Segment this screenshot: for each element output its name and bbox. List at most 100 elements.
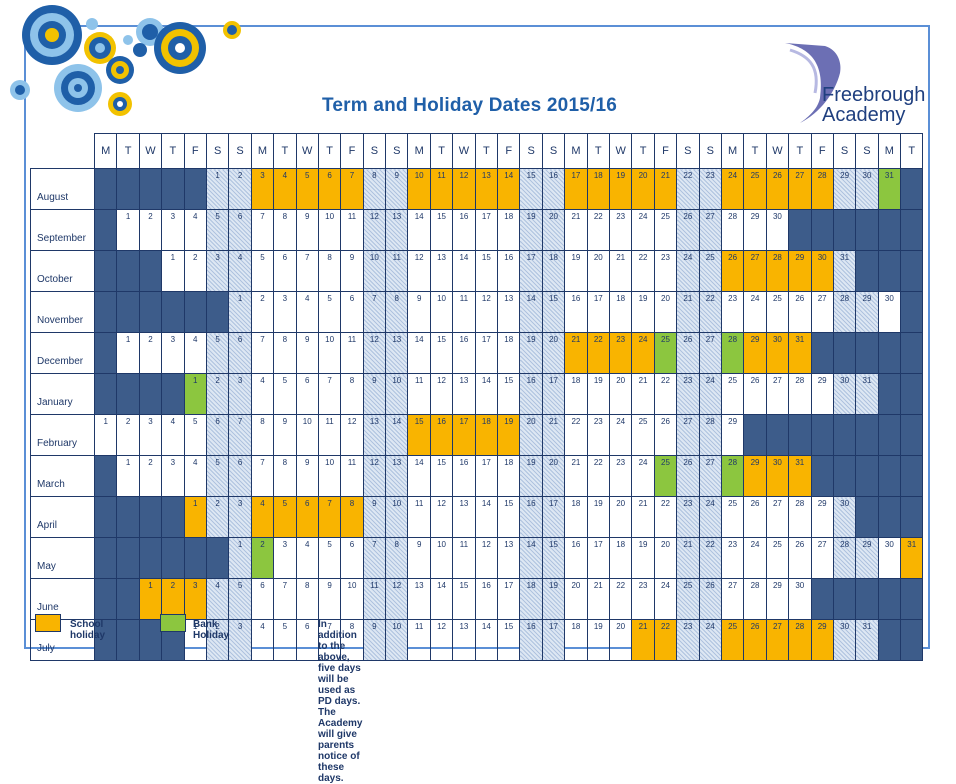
school-holiday-label: School holiday <box>70 619 106 641</box>
logo-subname: Academy <box>822 104 906 126</box>
day-cell: 7 <box>317 373 342 415</box>
day-cell: 22 <box>676 168 700 210</box>
day-cell: 25 <box>631 414 655 456</box>
month-row: March 1 2 3 4 5 6 7 8 9 10 11 12 13 14 15 16 17 18 19 20 21 22… <box>30 455 924 497</box>
weekday-header: T <box>900 133 924 169</box>
bank-holiday-label: Bank Holiday <box>193 619 230 641</box>
month-row: October 1 2 3 4 5 6 7 8 9 10 11 12 13 14 15 16 17 18 19 20 21… <box>30 250 924 292</box>
day-cell: 7 <box>250 209 275 251</box>
day-cell: 27 <box>698 455 722 497</box>
empty-cell <box>93 373 118 415</box>
day-cell: 7 <box>340 168 364 210</box>
day-cell: 1 <box>183 373 207 415</box>
day-cell: 8 <box>273 332 297 374</box>
day-cell: 15 <box>519 168 543 210</box>
day-cell: 4 <box>228 250 252 292</box>
day-cell: 5 <box>273 496 297 538</box>
day-cell: 8 <box>362 168 387 210</box>
day-cell: 10 <box>317 209 342 251</box>
day-cell: 15 <box>497 373 521 415</box>
day-cell: 22 <box>631 250 655 292</box>
weekday-header: S <box>205 133 230 169</box>
day-cell: 24 <box>698 496 722 538</box>
day-cell: 1 <box>116 455 140 497</box>
day-cell: 4 <box>250 496 275 538</box>
weekday-header: W <box>765 133 790 169</box>
day-cell: 30 <box>832 496 857 538</box>
day-cell: 1 <box>161 250 185 292</box>
day-cell: 19 <box>541 578 566 620</box>
day-cell: 9 <box>407 291 431 333</box>
day-cell: 26 <box>743 619 767 661</box>
empty-cell <box>855 578 879 620</box>
day-cell: 16 <box>564 537 588 579</box>
day-cell: 9 <box>295 455 319 497</box>
day-cell: 14 <box>474 496 499 538</box>
day-cell: 20 <box>541 332 566 374</box>
day-cell: 3 <box>161 209 185 251</box>
day-cell: 31 <box>855 373 879 415</box>
day-cell: 9 <box>385 168 409 210</box>
day-cell: 17 <box>564 168 588 210</box>
day-cell: 8 <box>385 291 409 333</box>
day-cell: 27 <box>765 373 790 415</box>
empty-cell <box>855 496 879 538</box>
day-cell: 5 <box>205 209 230 251</box>
day-cell: 16 <box>519 619 543 661</box>
empty-cell <box>810 332 834 374</box>
day-cell: 28 <box>698 414 722 456</box>
day-cell: 18 <box>564 373 588 415</box>
day-cell: 20 <box>631 168 655 210</box>
day-cell: 2 <box>183 250 207 292</box>
day-cell: 9 <box>362 619 387 661</box>
weekday-header: M <box>93 133 118 169</box>
weekday-header: S <box>698 133 722 169</box>
day-cell: 29 <box>810 496 834 538</box>
day-cell: 14 <box>519 291 543 333</box>
day-cell: 2 <box>228 168 252 210</box>
day-cell: 3 <box>161 332 185 374</box>
day-cell: 29 <box>832 168 857 210</box>
empty-cell <box>93 168 118 210</box>
day-cell: 18 <box>519 578 543 620</box>
empty-cell <box>832 578 857 620</box>
day-cell: 24 <box>608 414 633 456</box>
day-cell: 10 <box>295 414 319 456</box>
month-name: March <box>30 455 95 497</box>
day-cell: 3 <box>161 455 185 497</box>
day-cell: 5 <box>183 414 207 456</box>
weekday-header: T <box>161 133 185 169</box>
day-cell: 12 <box>429 619 454 661</box>
day-cell: 26 <box>676 455 700 497</box>
day-cell: 29 <box>765 578 790 620</box>
day-cell: 18 <box>497 209 521 251</box>
month-name: May <box>30 537 95 579</box>
day-cell: 6 <box>340 537 364 579</box>
day-cell: 25 <box>743 168 767 210</box>
empty-cell <box>138 291 163 333</box>
day-cell: 30 <box>877 291 902 333</box>
day-cell: 18 <box>608 537 633 579</box>
day-cell: 18 <box>564 496 588 538</box>
day-cell: 24 <box>743 537 767 579</box>
day-cell: 2 <box>116 414 140 456</box>
day-cell: 8 <box>340 373 364 415</box>
day-cell: 13 <box>452 496 476 538</box>
empty-cell <box>116 496 140 538</box>
day-cell: 5 <box>273 373 297 415</box>
empty-cell <box>832 209 857 251</box>
day-cell: 28 <box>832 537 857 579</box>
day-cell: 24 <box>698 619 722 661</box>
day-cell: 2 <box>205 496 230 538</box>
day-cell: 17 <box>497 578 521 620</box>
day-cell: 4 <box>161 414 185 456</box>
day-cell: 23 <box>608 209 633 251</box>
day-cell: 13 <box>452 619 476 661</box>
day-cell: 15 <box>497 619 521 661</box>
day-cell: 29 <box>720 414 745 456</box>
day-cell: 9 <box>340 250 364 292</box>
day-cell: 17 <box>541 496 566 538</box>
day-cell: 16 <box>452 209 476 251</box>
empty-cell <box>161 373 185 415</box>
day-cell: 17 <box>474 332 499 374</box>
